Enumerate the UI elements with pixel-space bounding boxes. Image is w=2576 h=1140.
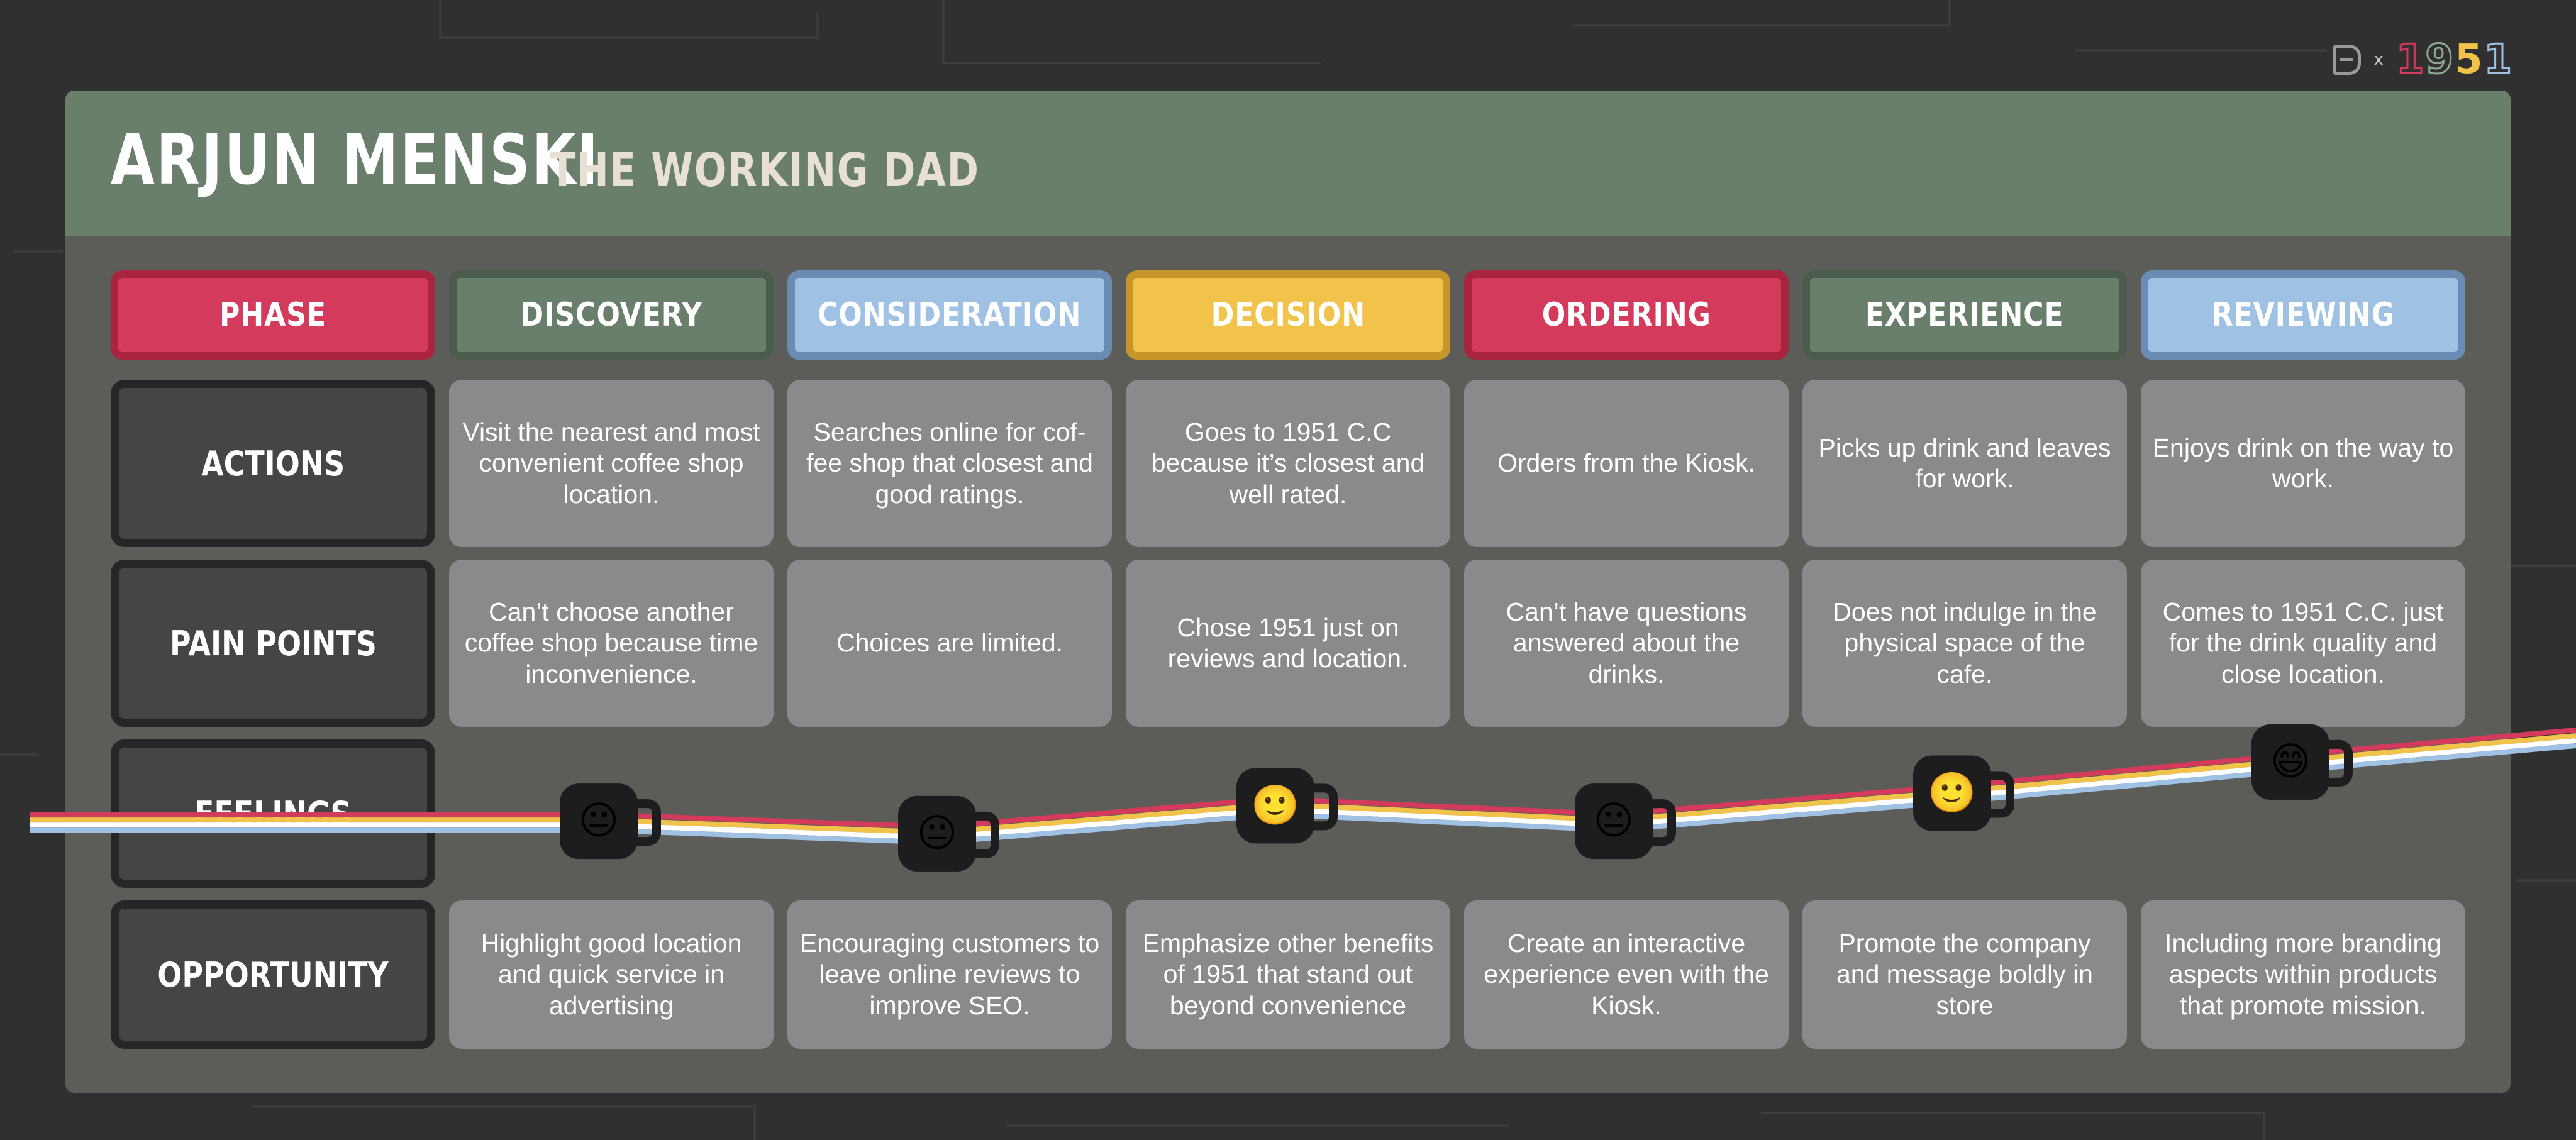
mug-handle [2322, 739, 2353, 787]
pain-points-card: Can’t choose another coffee shop because… [449, 560, 774, 727]
opportunity-card: Highlight good location and quick servic… [449, 900, 774, 1049]
phase-label: DISCOVERY [520, 296, 702, 334]
mug-icon [1236, 768, 1314, 844]
phase-discovery: DISCOVERY [449, 270, 774, 360]
pain-points-card: Choices are limited. [787, 560, 1112, 727]
circuit-line [1761, 1112, 2265, 1140]
circuit-line [252, 1105, 756, 1140]
phase-ordering: ORDERING [1464, 270, 1789, 360]
opportunity-card: Including more branding aspects within p… [2141, 900, 2465, 1049]
mug-icon [1575, 783, 1653, 860]
mug-handle [969, 811, 999, 858]
row-label-opportunity: OPPORTUNITY [111, 900, 435, 1049]
mug-icon [898, 795, 976, 872]
circuit-line [942, 0, 1321, 64]
phase-label: REVIEWING [2211, 296, 2395, 334]
phase-header-label: PHASE [111, 270, 435, 360]
row-label-text: ACTIONS [201, 443, 345, 484]
mug-icon [2251, 724, 2329, 800]
phase-label: EXPERIENCE [1865, 296, 2064, 334]
mug-icon [560, 783, 638, 860]
persona-header: ARJUN MENSKI THE WORKING DAD [65, 91, 2511, 236]
mug-handle [1645, 799, 1676, 846]
feeling-emoji: 🙂 [1928, 769, 1976, 815]
journey-map-panel: ARJUN MENSKI THE WORKING DAD PHASE DISCOV… [65, 91, 2511, 1093]
actions-card: Picks up drink and leaves for work. [1802, 380, 2127, 547]
feeling-mug-marker: 😄 [2251, 724, 2353, 800]
feeling-mug-marker: 😐 [898, 795, 999, 872]
logo-separator: x [2373, 50, 2384, 69]
row-label-text: OPPORTUNITY [157, 955, 389, 995]
row-label-actions: ACTIONS [111, 380, 435, 547]
mug-handle [630, 799, 661, 846]
opportunity-card: Encouraging customers to leave online re… [787, 900, 1112, 1049]
brand-logo: x 1951 [2333, 36, 2513, 84]
phase-label: CONSIDERATION [818, 296, 1082, 334]
actions-card: Searches online for cof-fee shop that cl… [787, 380, 1112, 547]
persona-name: ARJUN MENSKI [111, 119, 600, 200]
row-label-text: PAIN POINTS [169, 623, 377, 663]
feeling-mug-marker: 🙂 [1913, 755, 2014, 831]
phase-reviewing: REVIEWING [2141, 270, 2465, 360]
actions-card: Goes to 1951 C.C because it’s closest an… [1126, 380, 1450, 547]
feeling-mug-marker: 🙂 [1236, 768, 1338, 844]
feeling-emoji: 😐 [579, 797, 619, 843]
feeling-mug-marker: 😐 [560, 783, 661, 860]
persona-role: THE WORKING DAD [550, 143, 980, 197]
feeling-emoji: 😐 [917, 810, 958, 856]
circuit-line [439, 0, 819, 39]
phase-header-text: PHASE [219, 296, 326, 334]
feeling-emoji: 🙂 [1251, 782, 1299, 827]
pain-points-card: Does not indulge in the physical space o… [1802, 560, 2127, 727]
phase-consideration: CONSIDERATION [787, 270, 1112, 360]
mug-handle [1307, 783, 1338, 831]
phase-experience: EXPERIENCE [1802, 270, 2127, 360]
circuit-line [1572, 0, 1951, 26]
row-label-pain-points: PAIN POINTS [111, 560, 435, 727]
opportunity-card: Promote the company and message boldly i… [1802, 900, 2127, 1049]
actions-card: Orders from the Kiosk. [1464, 380, 1789, 547]
pain-points-card: Chose 1951 just on reviews and location. [1126, 560, 1450, 727]
actions-card: Visit the nearest and most convenient co… [449, 380, 774, 547]
pain-points-card: Comes to 1951 C.C. just for the drink qu… [2141, 560, 2465, 727]
phase-label: DECISION [1211, 296, 1365, 334]
phase-decision: DECISION [1126, 270, 1450, 360]
feeling-mug-marker: 😐 [1575, 783, 1676, 860]
mug-icon [1913, 755, 1991, 831]
b-logo-icon [2333, 45, 2362, 75]
pain-points-card: Can’t have questions answered about the … [1464, 560, 1789, 727]
feeling-emoji: 😄 [2270, 738, 2311, 784]
opportunity-card: Create an interactive experience even wi… [1464, 900, 1789, 1049]
phase-label: ORDERING [1541, 296, 1711, 334]
feeling-emoji: 😐 [1594, 797, 1635, 843]
logo-1951: 1951 [2395, 36, 2513, 84]
mug-handle [1984, 771, 2014, 818]
journey-grid: PHASE DISCOVERY CONSIDERATION DECISION ORDER… [65, 91, 2511, 1093]
opportunity-card: Emphasize other benefits of 1951 that st… [1126, 900, 1450, 1049]
actions-card: Enjoys drink on the way to work. [2141, 380, 2465, 547]
